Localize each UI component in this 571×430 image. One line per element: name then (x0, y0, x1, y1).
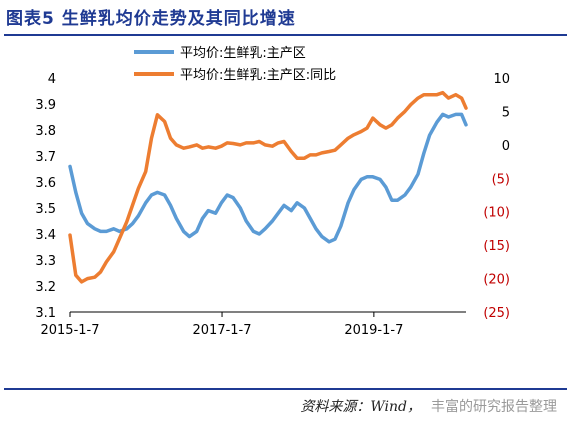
left-tick-label: 3.3 (35, 254, 56, 269)
bottom-rule (4, 388, 567, 390)
source-text: 资料来源：Wind， (300, 399, 421, 415)
x-tick-label: 2017-1-7 (193, 323, 252, 338)
left-tick-label: 3.6 (35, 176, 56, 191)
right-tick-label: (15) (483, 239, 510, 254)
right-axis-ticks: 10 5 0 (5) (10) (15) (20) (25) (483, 72, 510, 321)
left-tick-label: 3.4 (35, 228, 56, 243)
x-tick-label: 2019-1-7 (344, 323, 403, 338)
left-axis-ticks: 4 3.9 3.8 3.7 3.6 3.5 3.4 3.3 3.2 3.1 (35, 72, 56, 321)
series-line-1 (68, 112, 468, 244)
left-tick-label: 4 (48, 72, 56, 87)
right-tick-label: 0 (502, 139, 510, 154)
left-tick-label: 3.7 (35, 150, 56, 165)
x-tick-label: 2015-1-7 (40, 323, 99, 338)
legend-label-2: 平均价:生鲜乳:主产区:同比 (180, 68, 336, 83)
figure-title: 图表5 生鲜乳均价走势及其同比增速 (6, 9, 296, 29)
right-tick-label: 10 (493, 72, 510, 87)
left-tick-label: 3.8 (35, 124, 56, 139)
right-tick-label: (20) (483, 273, 510, 288)
right-tick-label: 5 (502, 105, 510, 120)
right-tick-label: (25) (483, 306, 510, 321)
right-tick-label: (5) (492, 172, 510, 187)
x-axis-ticks: 2015-1-7 2017-1-7 2019-1-7 (40, 312, 403, 338)
left-tick-label: 3.5 (35, 202, 56, 217)
right-tick-label: (10) (483, 206, 510, 221)
left-tick-label: 3.9 (35, 98, 56, 113)
watermark: 丰富的研究报告整理 (431, 399, 557, 415)
left-tick-label: 3.1 (35, 306, 56, 321)
left-tick-label: 3.2 (35, 280, 56, 295)
series-line-2 (68, 90, 468, 284)
source-note: 资料来源：Wind， 丰富的研究报告整理 (300, 396, 557, 416)
title-rule (4, 34, 567, 36)
series-lines (68, 90, 468, 284)
legend-label-1: 平均价:生鲜乳:主产区 (180, 46, 306, 61)
